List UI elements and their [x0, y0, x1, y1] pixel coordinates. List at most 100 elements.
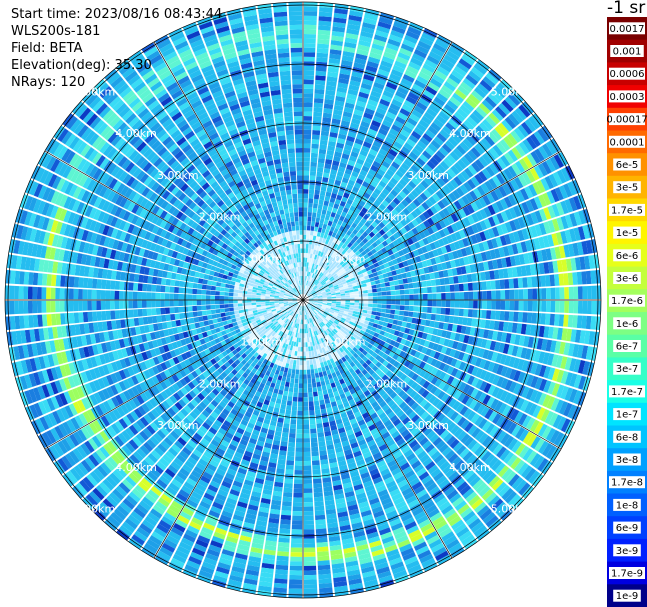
range-bin: [316, 427, 324, 433]
range-bin: [395, 500, 407, 510]
range-bin: [282, 501, 292, 507]
range-bin: [579, 330, 586, 344]
range-bin: [334, 380, 341, 387]
range-bin: [533, 391, 543, 404]
range-bin: [503, 392, 513, 404]
range-bin: [426, 383, 435, 392]
range-bin: [59, 288, 65, 300]
range-bin: [322, 313, 328, 317]
range-bin: [332, 567, 346, 574]
range-bin: [346, 564, 360, 572]
range-bin: [55, 313, 61, 326]
range-bin: [207, 314, 213, 320]
range-bin: [303, 561, 317, 567]
range-bin: [156, 277, 162, 285]
range-bin: [265, 298, 270, 300]
range-bin: [399, 483, 411, 493]
range-bin: [492, 363, 500, 374]
range-bin: [435, 550, 449, 561]
range-bin: [305, 342, 308, 347]
range-bin: [265, 301, 270, 304]
range-bin: [279, 445, 288, 452]
range-bin: [340, 317, 346, 322]
range-bin: [538, 378, 548, 392]
range-bin: [329, 358, 335, 364]
range-bin: [303, 374, 307, 379]
range-bin: [352, 333, 358, 339]
range-bin: [393, 496, 405, 506]
range-bin: [559, 300, 565, 313]
range-bin: [322, 421, 330, 428]
range-bin: [311, 305, 316, 309]
range-bin: [413, 485, 425, 495]
range-bin: [18, 300, 24, 314]
range-bin: [404, 420, 414, 429]
range-bin: [537, 423, 548, 437]
range-bin: [322, 326, 327, 331]
range-bin: [329, 540, 341, 547]
range-bin: [306, 360, 310, 366]
range-bin: [372, 300, 378, 304]
range-bin: [515, 426, 526, 440]
ray: [304, 305, 395, 588]
range-bin: [246, 302, 252, 306]
range-bin: [384, 396, 393, 404]
range-bin: [363, 331, 370, 337]
range-bin: [280, 514, 291, 521]
range-bin: [516, 323, 523, 334]
range-bin: [398, 401, 407, 410]
range-bin: [215, 309, 221, 314]
range-bin: [404, 555, 418, 566]
range-bin: [356, 389, 364, 396]
range-bin: [317, 318, 322, 324]
range-bin: [366, 531, 379, 540]
range-bin: [471, 498, 484, 510]
range-bin: [441, 393, 450, 403]
range-bin: [359, 467, 369, 475]
range-bin: [333, 340, 339, 346]
ray: [306, 304, 490, 541]
range-bin: [470, 442, 481, 454]
range-bin: [214, 295, 220, 300]
range-bin: [283, 492, 293, 498]
range-bin: [525, 417, 536, 430]
range-bin: [349, 361, 356, 368]
range-bin: [234, 310, 240, 315]
range-bin: [514, 479, 527, 493]
range-bin: [299, 360, 303, 366]
range-bin: [496, 364, 504, 376]
range-bin: [491, 478, 504, 491]
range-bin: [331, 429, 339, 436]
range-bin: [320, 380, 326, 387]
range-bin: [310, 346, 314, 351]
range-bin: [457, 316, 464, 325]
range-bin: [317, 367, 323, 373]
range-bin: [582, 361, 590, 375]
range-bin: [395, 475, 406, 484]
range-bin: [390, 561, 404, 571]
range-bin: [96, 279, 102, 289]
range-bin: [310, 307, 314, 312]
range-bin: [317, 304, 322, 307]
range-bin: [277, 551, 289, 557]
range-bin: [347, 312, 353, 316]
range-bin: [333, 488, 344, 496]
range-bin: [295, 456, 303, 462]
range-bin: [216, 317, 223, 323]
range-bin: [132, 300, 138, 309]
range-bin: [331, 475, 341, 482]
range-bin: [201, 289, 207, 295]
range-bin: [291, 520, 303, 525]
range-bin: [536, 338, 544, 350]
range-bin: [295, 342, 299, 347]
range-bin: [462, 317, 468, 326]
range-bin: [332, 335, 338, 341]
range-bin: [169, 307, 175, 314]
range-bin: [375, 311, 381, 317]
range-bin: [438, 322, 445, 330]
range-bin: [399, 381, 407, 390]
range-bin: [323, 351, 328, 357]
range-bin: [516, 397, 525, 410]
range-bin: [327, 300, 332, 302]
